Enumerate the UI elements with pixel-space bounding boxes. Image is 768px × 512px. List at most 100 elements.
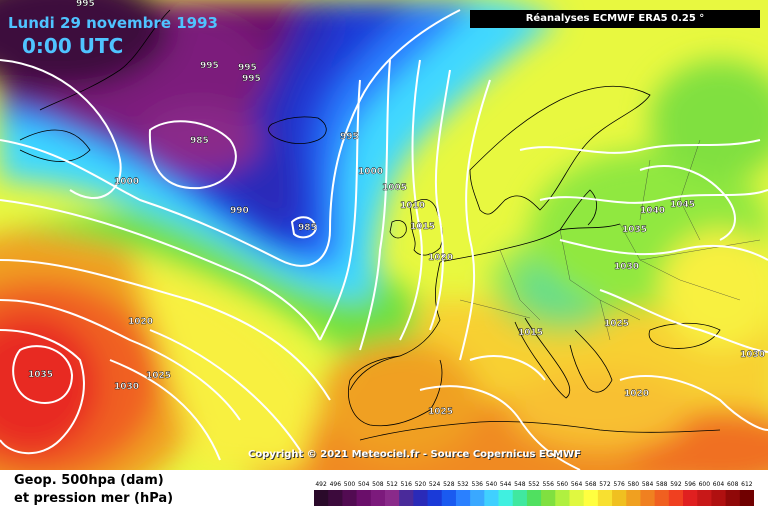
- isobar-label: 1030: [114, 382, 139, 392]
- scale-swatch: [569, 490, 585, 506]
- isobar-label: 1025: [604, 319, 629, 329]
- scale-swatch: [541, 490, 556, 506]
- map-time: 0:00 UTC: [22, 34, 124, 58]
- scale-tick-label: 536: [472, 481, 484, 488]
- scale-swatch: [484, 490, 500, 506]
- scale-tick-label: 596: [684, 481, 696, 488]
- isobar-label: 1000: [358, 167, 383, 177]
- scale-tick-label: 524: [429, 481, 441, 488]
- isobar-label: 1025: [146, 371, 171, 381]
- scale-tick-label: 504: [358, 481, 370, 488]
- isobar-label: 1035: [28, 370, 53, 380]
- map-area: 995 995 995 995 995 985 1000 990 985 100…: [0, 0, 768, 470]
- color-scale-bar: 492 496 500 504 508 512 516 520 524 528 532 536 540 5…: [314, 481, 754, 506]
- isobar-label: 995: [340, 132, 359, 142]
- scale-tick-label: 500: [344, 481, 356, 488]
- scale-swatch: [668, 490, 684, 506]
- scale-swatch: [612, 490, 627, 506]
- scale-tick-label: 540: [486, 481, 498, 488]
- isobar-label: 1030: [614, 262, 639, 272]
- scale-swatch: [711, 490, 727, 506]
- isobar-label: 990: [230, 206, 249, 216]
- isobar-label: 1010: [400, 201, 425, 211]
- scale-swatch: [697, 490, 712, 506]
- coastlines: [19, 9, 721, 441]
- scale-tick-label: 612: [741, 481, 753, 488]
- isobar-label: 1045: [670, 200, 695, 210]
- scale-tick-label: 528: [443, 481, 455, 488]
- scale-swatch: [470, 490, 485, 506]
- scale-swatch: [626, 490, 641, 506]
- scale-tick-label: 604: [713, 481, 725, 488]
- scale-tick-label: 568: [585, 481, 597, 488]
- scale-tick-label: 516: [401, 481, 413, 488]
- scale-swatch: [597, 490, 613, 506]
- scale-swatch: [427, 490, 443, 506]
- scale-tick-label: 520: [415, 481, 427, 488]
- scale-swatch: [413, 490, 429, 506]
- geopotential-map: 995 995 995 995 995 985 1000 990 985 100…: [0, 0, 768, 470]
- scale-tick-label: 496: [330, 481, 342, 488]
- scale-tick-label: 492: [315, 481, 327, 488]
- scale-swatch: [498, 490, 514, 506]
- isobar-label: 1020: [428, 253, 453, 263]
- scale-swatch: [555, 490, 570, 506]
- isobar-label: 1020: [624, 389, 649, 399]
- scale-tick-label: 532: [457, 481, 469, 488]
- isobar-label: 1015: [518, 328, 543, 338]
- isobar-label: 995: [200, 61, 219, 71]
- copyright-text: Copyright © 2021 Meteociel.fr - Source C…: [248, 449, 581, 460]
- isobar-label: 995: [238, 63, 257, 73]
- isobar-label: 1025: [428, 407, 453, 417]
- scale-tick-label: 588: [656, 481, 668, 488]
- scale-swatch: [455, 490, 471, 506]
- isobar-label: 995: [76, 0, 95, 9]
- isobar-label: 995: [242, 74, 261, 84]
- scale-swatch: [399, 490, 414, 506]
- scale-swatch: [441, 490, 457, 506]
- scale-swatch: [654, 490, 670, 506]
- scale-swatch: [640, 490, 656, 506]
- scale-tick-label: 544: [500, 481, 512, 488]
- scale-tick-label: 580: [628, 481, 640, 488]
- map-date: Lundi 29 novembre 1993: [8, 14, 218, 32]
- scale-swatch: [739, 490, 754, 506]
- scale-swatch: [683, 490, 698, 506]
- scale-swatch: [384, 490, 400, 506]
- scale-tick-label: 608: [727, 481, 739, 488]
- legend-footer: Geop. 500hpa (dam) et pression mer (hPa)…: [0, 470, 768, 512]
- isobar-label: 1030: [740, 350, 765, 360]
- color-scale: 492 496 500 504 508 512 516 520 524 528 532 536 540 5…: [314, 478, 754, 510]
- isobars: [0, 9, 768, 470]
- scale-swatch: [328, 490, 343, 506]
- scale-tick-label: 552: [528, 481, 540, 488]
- scale-tick-label: 600: [699, 481, 711, 488]
- isobar-label: 1035: [622, 225, 647, 235]
- isobar-label: 1000: [114, 177, 139, 187]
- scale-tick-label: 564: [571, 481, 583, 488]
- scale-swatch: [342, 490, 358, 506]
- scale-swatch: [526, 490, 542, 506]
- isobar-label: 1005: [382, 183, 407, 193]
- scale-tick-label: 548: [514, 481, 526, 488]
- country-borders: [459, 139, 761, 341]
- scale-swatch: [583, 490, 599, 506]
- isobar-label: 1015: [410, 222, 435, 232]
- scale-swatch: [314, 490, 329, 506]
- scale-tick-label: 556: [542, 481, 554, 488]
- scale-swatch: [512, 490, 528, 506]
- scale-tick-label: 576: [613, 481, 625, 488]
- isobar-label: 985: [190, 136, 209, 146]
- legend-title-geopotential: Geop. 500hpa (dam): [14, 473, 164, 488]
- isobar-label: 985: [298, 223, 317, 233]
- scale-swatch: [370, 490, 386, 506]
- isobar-label: 1020: [128, 317, 153, 327]
- scale-swatch: [725, 490, 741, 506]
- scale-tick-label: 512: [386, 481, 398, 488]
- scale-tick-label: 508: [372, 481, 384, 488]
- source-label: Réanalyses ECMWF ERA5 0.25 °: [470, 10, 760, 28]
- scale-tick-label: 592: [670, 481, 682, 488]
- scale-tick-label: 584: [642, 481, 654, 488]
- scale-swatch: [356, 490, 372, 506]
